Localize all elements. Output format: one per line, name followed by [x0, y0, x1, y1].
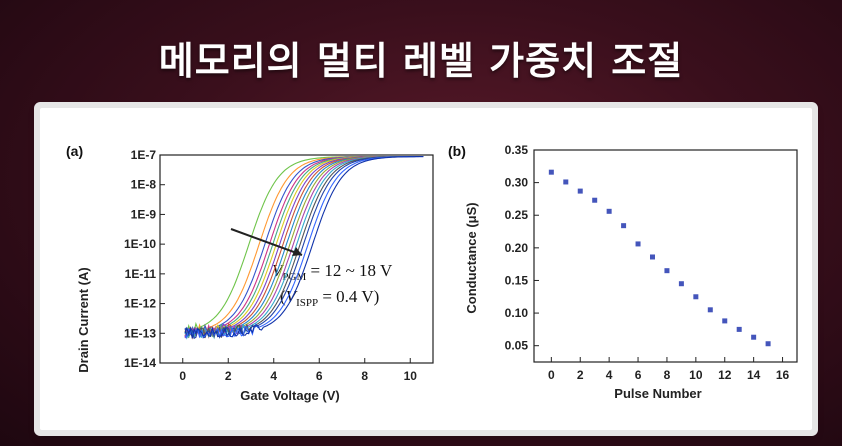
x-tick-label: 2 — [225, 369, 232, 383]
chart-a-plot-frame — [159, 154, 434, 364]
anno-rest: = 12 ~ 18 V — [306, 261, 393, 280]
y-tick-label: 1E-12 — [124, 297, 156, 311]
y-tick-label: 0.05 — [505, 339, 529, 353]
chart-a-y-axis-title: Drain Current (A) — [76, 267, 91, 372]
conductance-point — [635, 241, 641, 247]
conductance-point — [765, 341, 771, 347]
conductance-point — [606, 208, 612, 214]
conductance-point — [649, 254, 655, 260]
conductance-point — [722, 318, 728, 324]
y-tick-label: 0.25 — [505, 208, 529, 222]
conductance-point — [563, 179, 569, 185]
chart-transfer-curves: (a) Drain Current (A) Gate Voltage (V) V… — [66, 143, 434, 403]
slide-title: 메모리의 멀티 레벨 가중치 조절 — [158, 39, 684, 83]
chart-a-panel-label: (a) — [66, 143, 83, 159]
y-tick-label: 0.35 — [505, 143, 529, 157]
chart-b-y-axis-title: Conductance (μS) — [464, 202, 479, 313]
x-tick-label: 0 — [548, 368, 555, 382]
y-tick-label: 1E-14 — [124, 356, 156, 370]
x-tick-label: 10 — [404, 369, 418, 383]
x-tick-label: 8 — [361, 369, 368, 383]
y-tick-label: 1E-10 — [124, 237, 156, 251]
x-tick-label: 0 — [179, 369, 186, 383]
anno-rest2: = 0.4 V) — [318, 287, 379, 306]
x-tick-label: 4 — [606, 368, 613, 382]
shift-arrow-line — [230, 228, 303, 256]
figure-svg: (a) Drain Current (A) Gate Voltage (V) V… — [66, 143, 798, 403]
conductance-point — [548, 169, 554, 175]
conductance-point — [736, 326, 742, 332]
shift-arrow-head — [292, 247, 302, 256]
conductance-point — [693, 294, 699, 300]
conductance-point — [707, 307, 713, 313]
y-tick-label: 1E-9 — [131, 207, 157, 221]
transfer-curve-series — [184, 156, 424, 339]
conductance-point — [664, 268, 670, 274]
y-tick-label: 1E-11 — [125, 267, 157, 281]
y-tick-label: 0.30 — [505, 176, 529, 190]
conductance-point — [678, 281, 684, 287]
x-tick-label: 2 — [577, 368, 584, 382]
y-tick-label: 0.10 — [505, 306, 529, 320]
conductance-point — [577, 188, 583, 194]
x-tick-label: 14 — [747, 368, 761, 382]
anno-sub2: ISPP — [296, 297, 318, 309]
conductance-point — [592, 197, 598, 203]
anno-open: ( — [280, 287, 286, 306]
chart-conductance: (b) Conductance (μS) Pulse Number 0 2 4 6 8 1… — [448, 143, 798, 401]
chart-b-panel-label: (b) — [448, 143, 466, 159]
y-tick-label: 1E-13 — [124, 326, 156, 340]
x-tick-label: 6 — [316, 369, 323, 383]
y-tick-label: 0.15 — [505, 273, 529, 287]
chart-b-plot-frame — [533, 149, 798, 363]
y-tick-label: 0.20 — [505, 241, 529, 255]
chart-a-x-axis-title: Gate Voltage (V) — [240, 388, 339, 403]
chart-a-annotation-line2: (VISPP = 0.4 V) — [280, 287, 379, 309]
chart-b-x-axis-title: Pulse Number — [614, 386, 701, 401]
x-tick-label: 6 — [635, 368, 642, 382]
conductance-point — [621, 223, 627, 229]
y-tick-label: 1E-8 — [131, 178, 157, 192]
figure-panel: (a) Drain Current (A) Gate Voltage (V) V… — [40, 108, 812, 430]
x-tick-label: 10 — [689, 368, 703, 382]
x-tick-label: 16 — [776, 368, 790, 382]
x-tick-label: 12 — [718, 368, 732, 382]
y-tick-label: 1E-7 — [131, 148, 157, 162]
x-tick-label: 4 — [270, 369, 277, 383]
x-tick-label: 8 — [664, 368, 671, 382]
conductance-point — [751, 334, 757, 340]
